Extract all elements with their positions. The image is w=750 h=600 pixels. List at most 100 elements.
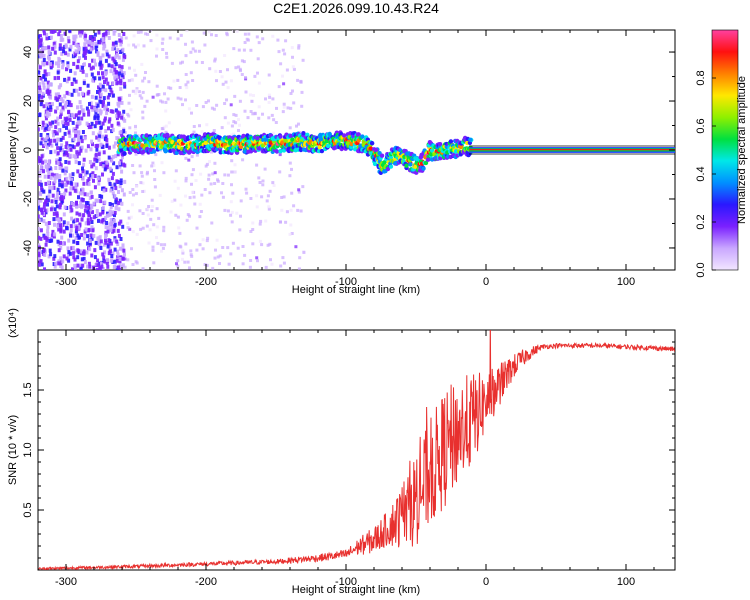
noise-point bbox=[93, 76, 97, 81]
noise-point bbox=[113, 222, 117, 227]
noise-point bbox=[119, 50, 122, 54]
noise-point bbox=[66, 221, 70, 226]
noise-point bbox=[106, 258, 109, 263]
noise-point bbox=[60, 143, 64, 148]
noise-point bbox=[55, 204, 59, 209]
noise-point bbox=[251, 228, 255, 231]
noise-point bbox=[62, 49, 66, 54]
noise-point bbox=[98, 265, 102, 270]
noise-point bbox=[55, 194, 59, 199]
noise-point bbox=[82, 47, 86, 52]
noise-point bbox=[39, 54, 43, 59]
noise-point bbox=[261, 37, 265, 41]
noise-point bbox=[269, 258, 272, 262]
noise-point bbox=[77, 249, 81, 254]
noise-point bbox=[42, 74, 46, 78]
ridge-point bbox=[151, 149, 157, 154]
noise-point bbox=[235, 211, 239, 215]
noise-point bbox=[90, 220, 94, 224]
noise-point bbox=[93, 185, 97, 190]
noise-point bbox=[236, 246, 240, 250]
noise-point bbox=[97, 137, 101, 142]
noise-point bbox=[103, 259, 107, 264]
noise-point bbox=[58, 178, 62, 183]
noise-point bbox=[56, 70, 60, 75]
noise-point bbox=[155, 236, 158, 240]
noise-point bbox=[229, 252, 233, 256]
noise-point bbox=[119, 81, 123, 86]
noise-point bbox=[99, 125, 103, 130]
noise-point bbox=[102, 150, 106, 155]
noise-point bbox=[96, 90, 99, 94]
noise-point bbox=[38, 96, 40, 101]
noise-point bbox=[213, 182, 217, 185]
noise-point bbox=[53, 207, 57, 212]
noise-point bbox=[118, 184, 122, 189]
noise-point bbox=[155, 54, 158, 58]
noise-point bbox=[115, 74, 119, 79]
noise-point bbox=[255, 205, 259, 209]
noise-point bbox=[123, 84, 127, 89]
noise-point bbox=[76, 241, 80, 245]
noise-point bbox=[56, 216, 60, 221]
noise-point bbox=[48, 141, 52, 146]
noise-point bbox=[101, 84, 105, 89]
noise-point bbox=[150, 198, 154, 202]
noise-point bbox=[229, 79, 233, 83]
noise-point bbox=[91, 228, 95, 233]
noise-point bbox=[120, 36, 124, 41]
noise-point bbox=[113, 64, 117, 69]
noise-point bbox=[62, 124, 66, 128]
noise-point bbox=[110, 90, 114, 95]
noise-point bbox=[281, 48, 285, 52]
noise-point bbox=[122, 109, 126, 114]
noise-point bbox=[244, 76, 247, 79]
noise-point bbox=[44, 72, 48, 77]
ridge-point bbox=[122, 151, 127, 156]
noise-point bbox=[103, 118, 107, 123]
noise-point bbox=[83, 37, 87, 42]
noise-point bbox=[282, 261, 286, 265]
noise-point bbox=[281, 110, 285, 114]
noise-point bbox=[290, 46, 294, 50]
noise-point bbox=[288, 174, 292, 178]
noise-point bbox=[188, 214, 191, 218]
noise-point bbox=[66, 180, 70, 185]
noise-point bbox=[297, 122, 300, 126]
noise-point bbox=[102, 46, 106, 51]
noise-point bbox=[251, 112, 255, 116]
ridge-point bbox=[388, 164, 394, 169]
noise-point bbox=[98, 40, 102, 45]
noise-point bbox=[104, 216, 108, 220]
noise-point bbox=[70, 177, 74, 182]
noise-point bbox=[161, 48, 165, 51]
noise-point bbox=[285, 68, 289, 72]
noise-point bbox=[68, 30, 72, 33]
noise-point bbox=[76, 226, 80, 230]
noise-point bbox=[118, 64, 122, 69]
noise-point bbox=[117, 55, 121, 60]
noise-point bbox=[38, 127, 40, 132]
noise-point bbox=[282, 105, 286, 109]
noise-point bbox=[47, 174, 51, 179]
noise-point bbox=[44, 221, 48, 226]
noise-point bbox=[132, 171, 136, 175]
noise-point bbox=[87, 109, 91, 114]
noise-point bbox=[215, 79, 218, 83]
noise-point bbox=[90, 105, 94, 110]
noise-point bbox=[121, 263, 125, 268]
noise-point bbox=[255, 163, 259, 167]
noise-point bbox=[110, 123, 114, 128]
noise-point bbox=[100, 100, 104, 105]
noise-point bbox=[38, 262, 41, 267]
noise-point bbox=[61, 259, 65, 264]
noise-point bbox=[91, 173, 95, 178]
noise-point bbox=[230, 183, 233, 187]
noise-point bbox=[72, 41, 76, 46]
noise-point bbox=[115, 113, 119, 118]
x-tick-label: -300 bbox=[55, 276, 77, 288]
ridge-point bbox=[349, 141, 354, 147]
noise-point bbox=[82, 251, 86, 256]
noise-point bbox=[78, 33, 82, 38]
noise-point bbox=[106, 225, 110, 230]
